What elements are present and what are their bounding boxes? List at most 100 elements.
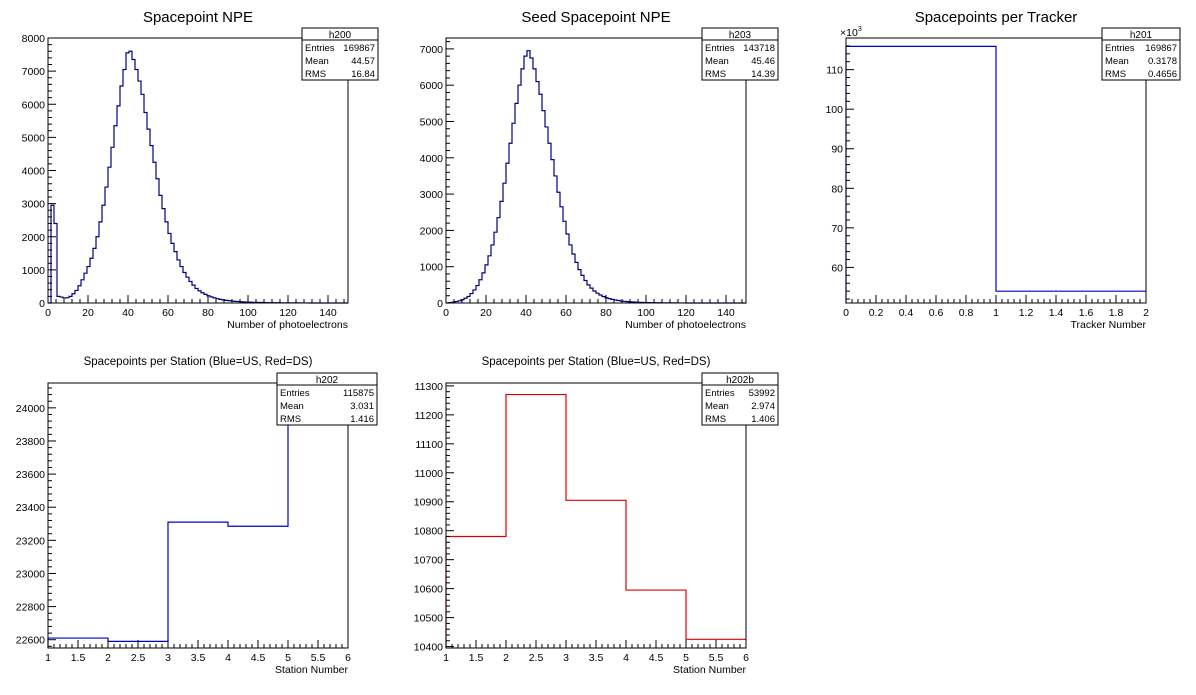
x-tick-label: 2 (105, 652, 111, 664)
x-tick-label: 3 (563, 652, 569, 664)
stats-box-frame (276, 372, 378, 426)
y-tick-label: 24000 (16, 403, 45, 415)
x-tick-label: 0.2 (869, 307, 884, 319)
x-tick-label: 100 (637, 307, 655, 319)
x-tick-label: 2.5 (131, 652, 146, 664)
x-tick-label: 1 (993, 307, 999, 319)
pad-h203: Seed Spacepoint NPE 0 20 40 60 80 100 120 140 0 10… (398, 0, 796, 345)
y-tick-label: 23400 (16, 502, 45, 514)
stats-box-frame (301, 27, 379, 81)
stats-value: 2.974 (751, 401, 775, 412)
x-tick-label: 6 (345, 652, 351, 664)
x-tick-label: 80 (600, 307, 612, 319)
stats-key: Mean (705, 56, 729, 67)
stats-value: 143718 (743, 43, 775, 54)
y-tick-label: 2000 (420, 225, 444, 237)
chart-h202b: Spacepoints per Station (Blue=US, Red=DS… (414, 356, 779, 676)
y-tick-label: 1000 (420, 262, 444, 274)
stats-value: 16.84 (351, 69, 375, 80)
x-tick-label: 4 (623, 652, 629, 664)
stats-box: h200 Entries 169867 Mean 44.57 RMS 16.84 (301, 27, 379, 81)
chart-title: Spacepoint NPE (143, 9, 253, 26)
pad-h201: Spacepoints per Tracker 0 0.2 0.4 0.6 0.8 1 1.2… (796, 0, 1196, 345)
stats-value: 44.57 (351, 56, 375, 67)
stats-key: RMS (280, 414, 301, 425)
x-tick-label: 4.5 (251, 652, 266, 664)
stats-box: h201 Entries 169867 Mean 0.3178 RMS 0.4656 (1101, 27, 1181, 81)
y-tick-label: 10700 (414, 555, 443, 567)
stats-value: 169867 (343, 43, 375, 54)
x-tick-label: 80 (202, 307, 214, 319)
stats-value: 53992 (749, 388, 775, 399)
y-tick-label: 22600 (16, 635, 45, 647)
y-tick-label: 23200 (16, 535, 45, 547)
plot-frame (445, 382, 747, 649)
y-tick-label: 10600 (414, 584, 443, 596)
x-tick-label: 60 (162, 307, 174, 319)
pad-h202b: Spacepoints per Station (Blue=US, Red=DS… (398, 345, 796, 690)
stats-key: Entries (705, 388, 735, 399)
chart-title: Spacepoints per Tracker (915, 9, 1078, 26)
x-tick-label: 5 (285, 652, 291, 664)
y-tick-label: 6000 (420, 80, 444, 92)
chart-title: Spacepoints per Station (Blue=US, Red=DS… (84, 356, 313, 368)
histogram-line (48, 50, 348, 304)
stats-key: RMS (705, 69, 726, 80)
y-tick-label: 10500 (414, 613, 443, 625)
pad-h202: Spacepoints per Station (Blue=US, Red=DS… (0, 345, 398, 690)
x-tick-label: 0.6 (929, 307, 944, 319)
plot-frame (445, 37, 747, 304)
y-tick-label: 0 (437, 298, 443, 310)
x-tick-label: 20 (82, 307, 94, 319)
x-axis-label: Station Number (275, 664, 348, 676)
y-tick-label: 23800 (16, 436, 45, 448)
x-tick-label: 2 (503, 652, 509, 664)
stats-box: h202b Entries 53992 Mean 2.974 RMS 1.406 (701, 372, 779, 426)
stats-value: 1.406 (751, 414, 775, 425)
stats-key: Mean (280, 401, 304, 412)
x-tick-label: 120 (677, 307, 695, 319)
y-tick-label: 1000 (22, 265, 46, 277)
y-tick-label: 5000 (420, 116, 444, 128)
stats-key: RMS (305, 69, 326, 80)
x-tick-label: 3.5 (191, 652, 206, 664)
y-tick-label: 10800 (414, 526, 443, 538)
x-axis-label: Tracker Number (1071, 319, 1147, 331)
x-tick-label: 0 (843, 307, 849, 319)
x-tick-label: 5.5 (709, 652, 724, 664)
x-tick-label: 1.5 (71, 652, 86, 664)
y-tick-label: 10900 (414, 497, 443, 509)
x-tick-label: 100 (239, 307, 257, 319)
x-tick-label: 0.4 (899, 307, 914, 319)
x-tick-label: 120 (279, 307, 297, 319)
y-tick-label: 90 (831, 144, 843, 156)
stats-key: RMS (1105, 69, 1126, 80)
x-tick-label: 1 (45, 652, 51, 664)
histogram-line (446, 50, 746, 304)
stats-box-frame (701, 27, 779, 81)
x-tick-label: 5 (683, 652, 689, 664)
x-tick-label: 4 (225, 652, 231, 664)
y-tick-label: 11300 (415, 381, 444, 393)
y-tick-label: 22800 (16, 602, 45, 614)
x-axis-label: Number of photoelectrons (625, 319, 746, 331)
x-tick-label: 60 (560, 307, 572, 319)
histogram-line (845, 45, 1146, 303)
y-multiplier-exponent: 3 (858, 26, 862, 33)
y-tick-label: 5000 (22, 132, 46, 144)
y-tick-label: 23600 (16, 469, 45, 481)
y-tick-label: 7000 (420, 44, 444, 56)
y-tick-label: 100 (825, 104, 843, 116)
y-tick-label: 10400 (414, 642, 443, 654)
stats-key: Entries (280, 388, 310, 399)
x-tick-label: 0 (45, 307, 51, 319)
stats-box-name: h201 (1130, 30, 1153, 41)
x-tick-label: 1.4 (1049, 307, 1064, 319)
x-tick-label: 0 (443, 307, 449, 319)
chart-title: Spacepoints per Station (Blue=US, Red=DS… (482, 356, 711, 368)
stats-box-name: h202 (316, 375, 339, 386)
x-tick-label: 40 (520, 307, 532, 319)
stats-value: 14.39 (751, 69, 775, 80)
stats-value: 169867 (1145, 43, 1177, 54)
y-tick-label: 80 (831, 183, 843, 195)
